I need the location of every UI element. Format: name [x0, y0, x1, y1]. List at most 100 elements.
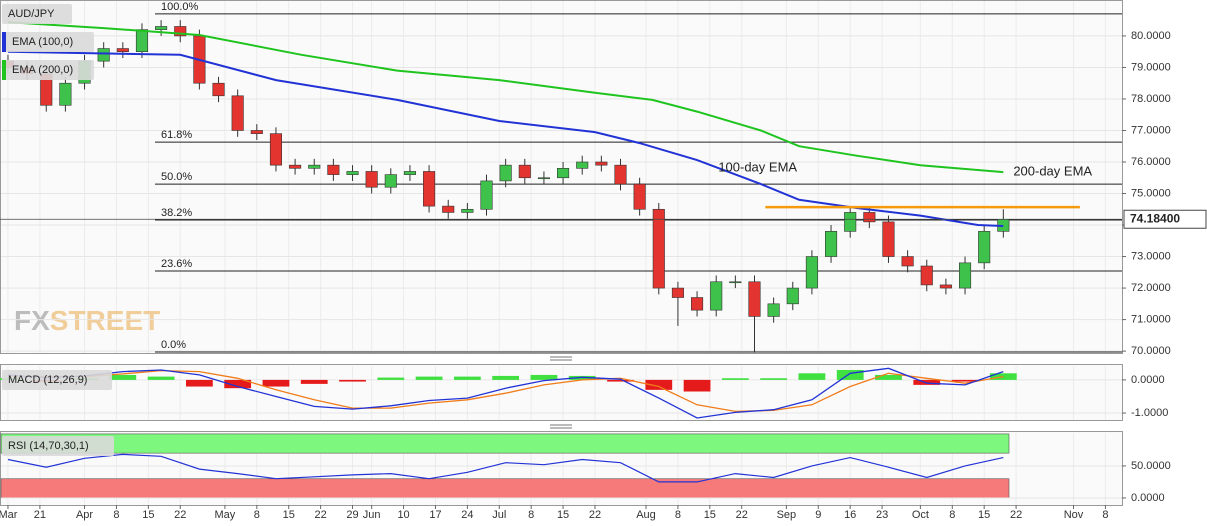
x-tick-label: 8 [675, 509, 681, 521]
candle-body [499, 164, 512, 182]
candle-body [595, 161, 608, 166]
panel-splitter[interactable] [550, 356, 572, 361]
last-price-box [1123, 209, 1207, 229]
candle-body [174, 26, 187, 37]
x-tick-label: 8 [949, 509, 955, 521]
candle-body [863, 212, 876, 223]
x-tick-label: Jul [492, 509, 506, 521]
candle-body [882, 221, 895, 257]
histogram-bar [224, 379, 252, 389]
indicator-title-box [2, 436, 114, 456]
histogram-bar [913, 379, 941, 385]
x-tick-label: 24 [461, 509, 473, 521]
fib-label: 100.0% [161, 1, 199, 13]
histogram-bar [683, 379, 711, 392]
rsi-band [0, 433, 1010, 454]
x-tick-label: 16 [844, 509, 856, 521]
candle-body [289, 164, 302, 169]
symbol-label: AUD/JPY [8, 8, 55, 20]
macd-panel [0, 364, 1123, 421]
y-tick-label: 71.0000 [1131, 313, 1171, 325]
y-tick-label: 79.0000 [1131, 61, 1171, 73]
histogram-bar [147, 376, 175, 380]
candle-body [518, 164, 531, 179]
candle-body [786, 287, 799, 305]
y-tick-label: 0.0000 [1131, 492, 1165, 504]
candle-body [423, 171, 436, 207]
histogram-bar [645, 379, 673, 390]
fib-label: 23.6% [161, 258, 192, 270]
x-tick-label: 15 [557, 509, 569, 521]
ema-line [7, 50, 1004, 227]
x-tick-label: 22 [314, 509, 326, 521]
candle-body [442, 205, 455, 213]
candle-body [671, 287, 684, 298]
y-tick-label: 78.0000 [1131, 93, 1171, 105]
legend-swatch [2, 32, 6, 52]
x-tick-label: 9 [815, 509, 821, 521]
candle-body [269, 133, 282, 166]
x-tick-label: Jun [363, 509, 381, 521]
histogram-bar [836, 369, 864, 380]
ema-annotation: 200-day EMA [1013, 164, 1092, 179]
histogram-bar [185, 379, 213, 387]
x-tick-label: Nov [1064, 509, 1084, 521]
x-tick-label: 15 [283, 509, 295, 521]
y-tick-label: 80.0000 [1131, 30, 1171, 42]
candle-body [461, 208, 474, 213]
histogram-bar [760, 378, 788, 380]
x-tick-label: Oct [912, 509, 929, 521]
legend-swatch [2, 60, 6, 80]
candle-body [825, 231, 838, 257]
rsi-band [0, 478, 1010, 499]
candle-body [939, 284, 952, 289]
fib-label: 50.0% [161, 171, 192, 183]
candle-body [805, 256, 818, 289]
watermark-part: FX [14, 305, 50, 336]
x-tick-label: 8 [113, 509, 119, 521]
symbol-box [2, 4, 72, 24]
histogram-bar [607, 379, 634, 382]
y-tick-label: 50.0000 [1131, 460, 1171, 472]
candle-body [403, 171, 416, 175]
candle-body [384, 174, 397, 188]
histogram-bar [530, 374, 558, 380]
x-tick-label: 15 [978, 509, 990, 521]
candle-body [365, 171, 378, 188]
candle-body [920, 265, 933, 286]
watermark: FXSTREET [14, 305, 160, 336]
histogram-bar [109, 374, 137, 380]
x-tick-label: 22 [589, 509, 601, 521]
candle-body [346, 171, 359, 175]
legend-box [2, 60, 94, 80]
y-tick-label: 75.0000 [1131, 187, 1171, 199]
candle-body [767, 303, 780, 317]
signal-line [7, 369, 1004, 413]
histogram-bar [339, 379, 366, 382]
candle-body [576, 161, 589, 169]
x-tick-label: Aug [636, 509, 656, 521]
x-tick-label: 15 [142, 509, 154, 521]
x-tick-label: 8 [254, 509, 260, 521]
macd-line [7, 367, 1004, 419]
candle-body [901, 256, 914, 267]
histogram-bar [989, 373, 1017, 380]
histogram-bar [262, 379, 290, 387]
histogram-bar [377, 377, 405, 380]
x-tick-label: 22 [174, 509, 186, 521]
rsi-line [7, 453, 1004, 483]
candle-body [729, 281, 742, 284]
x-tick-label: 23 [876, 509, 888, 521]
candle-body [480, 180, 493, 210]
x-tick-label: Sep [777, 509, 797, 521]
watermark-part: STREET [50, 305, 160, 336]
candle-body [155, 26, 168, 30]
ema-line [7, 21, 1004, 174]
candle-body [614, 164, 627, 185]
panel-splitter[interactable] [550, 424, 572, 429]
candle-body [250, 130, 263, 134]
y-tick-label: 76.0000 [1131, 156, 1171, 168]
histogram-bar [453, 376, 481, 380]
y-tick-label: 72.0000 [1131, 282, 1171, 294]
